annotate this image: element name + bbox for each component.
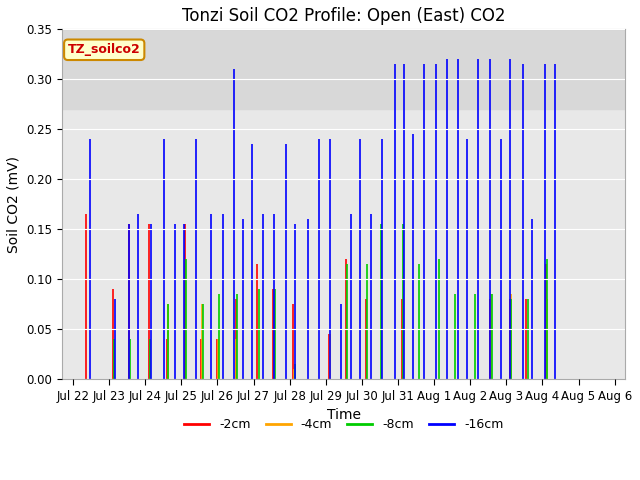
- Text: TZ_soilco2: TZ_soilco2: [68, 43, 141, 56]
- Y-axis label: Soil CO2 (mV): Soil CO2 (mV): [7, 156, 21, 253]
- X-axis label: Time: Time: [327, 408, 361, 422]
- Legend: -2cm, -4cm, -8cm, -16cm: -2cm, -4cm, -8cm, -16cm: [179, 413, 508, 436]
- Bar: [62, 29, 625, 109]
- Title: Tonzi Soil CO2 Profile: Open (East) CO2: Tonzi Soil CO2 Profile: Open (East) CO2: [182, 7, 506, 25]
